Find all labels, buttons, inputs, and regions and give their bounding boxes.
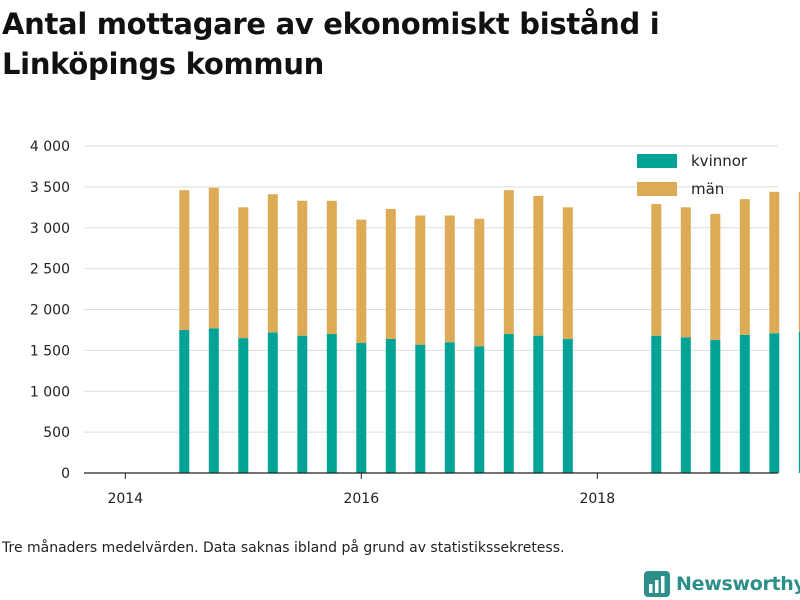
- bar-kvinnor: [326, 334, 337, 473]
- legend-item-kvinnor: kvinnor: [637, 152, 748, 170]
- bar-kvinnor: [533, 335, 544, 473]
- bar-kvinnor: [385, 338, 396, 473]
- bar-man: [651, 204, 662, 336]
- bar-kvinnor: [208, 328, 219, 473]
- bar-man: [297, 200, 308, 336]
- bar-kvinnor: [710, 339, 721, 473]
- bar-man: [415, 215, 426, 345]
- bar-kvinnor: [444, 342, 455, 473]
- bar-man: [474, 218, 485, 347]
- bar-man: [267, 194, 278, 333]
- y-axis-ticks: 0 500 1 000 1 500 2 000 2 500 3 000 3 500 4 000: [30, 139, 70, 482]
- bar-man: [680, 207, 691, 338]
- bars: [179, 187, 800, 473]
- legend-swatch: [637, 182, 677, 196]
- footnote: Tre månaders medelvärden. Data saknas ib…: [2, 540, 565, 556]
- legend-label: män: [691, 180, 724, 198]
- legend: kvinnor män: [637, 152, 748, 198]
- bar-man: [385, 208, 396, 339]
- brand: Newsworthy: [644, 568, 800, 600]
- bar-man: [208, 187, 219, 329]
- bar-man: [356, 219, 367, 344]
- bar-man: [562, 207, 573, 339]
- bar-kvinnor: [680, 337, 691, 473]
- bar-kvinnor: [238, 338, 249, 473]
- bar-kvinnor: [297, 335, 308, 473]
- bar-kvinnor: [356, 343, 367, 473]
- bar-man: [179, 190, 190, 330]
- bar-man: [238, 207, 249, 339]
- bar-kvinnor: [651, 335, 662, 473]
- legend-item-man: män: [637, 180, 724, 198]
- bar-man: [533, 195, 544, 336]
- y-tick-label: 2 500: [30, 262, 70, 278]
- x-tick-label: 2014: [107, 491, 143, 507]
- y-tick-label: 3 500: [30, 180, 70, 196]
- bar-kvinnor: [267, 332, 278, 473]
- y-tick-label: 500: [43, 425, 70, 441]
- newsworthy-logo-icon: [644, 571, 670, 597]
- bar-kvinnor: [798, 331, 800, 473]
- y-tick-label: 1 000: [30, 384, 70, 400]
- legend-label: kvinnor: [691, 152, 748, 170]
- bar-kvinnor: [503, 334, 514, 473]
- chart-title: Antal mottagare av ekonomiskt bistånd i …: [2, 7, 660, 81]
- x-tick-label: 2018: [579, 491, 615, 507]
- bar-man: [326, 200, 337, 335]
- legend-swatch: [637, 154, 677, 168]
- bar-man: [710, 213, 721, 340]
- bar-man: [503, 190, 514, 335]
- y-tick-label: 1 500: [30, 343, 70, 359]
- x-axis-ticks: 201420162018202020222024: [107, 473, 615, 507]
- y-tick-label: 2 000: [30, 303, 70, 319]
- x-tick-label: 2016: [343, 491, 379, 507]
- bar-man: [444, 215, 455, 343]
- bar-man: [739, 199, 750, 335]
- y-tick-label: 0: [61, 466, 70, 482]
- bar-man: [769, 191, 780, 334]
- bar-man: [798, 191, 800, 332]
- bar-kvinnor: [769, 333, 780, 473]
- bar-kvinnor: [179, 329, 190, 473]
- bar-kvinnor: [415, 344, 426, 473]
- bar-kvinnor: [739, 334, 750, 473]
- y-tick-label: 3 000: [30, 221, 70, 237]
- brand-name: Newsworthy: [676, 573, 800, 595]
- y-tick-label: 4 000: [30, 139, 70, 155]
- bar-kvinnor: [562, 338, 573, 473]
- bar-kvinnor: [474, 346, 485, 473]
